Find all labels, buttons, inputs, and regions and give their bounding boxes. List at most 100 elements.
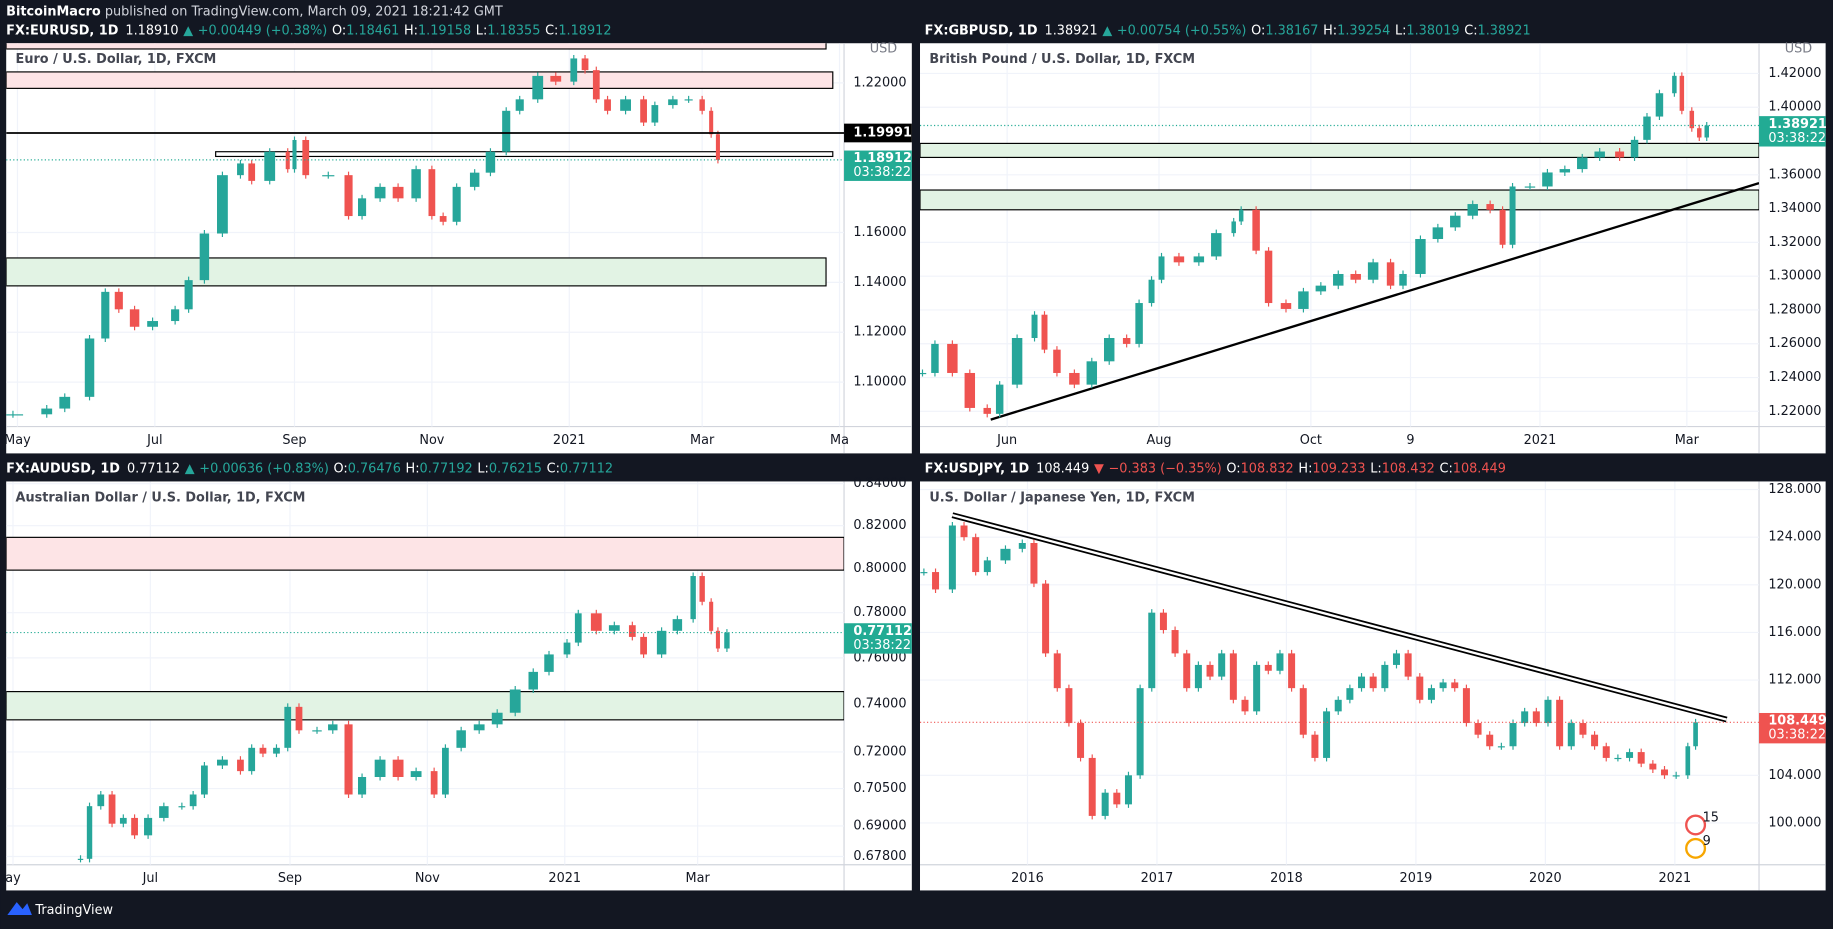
y-tick-label: 1.24000	[1768, 370, 1821, 385]
last-value: 108.449	[1036, 461, 1089, 476]
ohlc-value: 108.832	[1241, 461, 1294, 476]
y-tick-label: 116.000	[1768, 625, 1821, 640]
candle	[1206, 664, 1214, 677]
candle	[1299, 688, 1307, 735]
last-price-label: 1.38921	[1768, 117, 1827, 132]
candle	[411, 169, 421, 199]
candle	[1334, 699, 1342, 712]
ohlc-value: 108.449	[1453, 461, 1506, 476]
y-tick-label: 1.36000	[1768, 167, 1821, 182]
y-tick-label: 1.28000	[1768, 302, 1821, 317]
candle	[1030, 543, 1038, 584]
candle	[1697, 128, 1702, 138]
candle	[1544, 699, 1552, 724]
candle	[1252, 209, 1260, 251]
y-tick-label: 0.69000	[853, 818, 906, 833]
ohlc-label: C:	[1464, 23, 1477, 38]
candle	[1065, 688, 1073, 724]
candle	[1415, 239, 1426, 274]
x-tick-label: 2021	[1659, 871, 1692, 886]
candle	[1238, 209, 1244, 222]
candle	[1086, 361, 1098, 385]
candle	[1173, 256, 1185, 263]
candle	[131, 817, 138, 836]
candle	[1101, 792, 1109, 816]
event-badge-count: 15	[1703, 810, 1719, 825]
ohlc-value: 0.76476	[348, 461, 401, 476]
y-tick-label: 1.22000	[853, 75, 906, 90]
candle	[1685, 746, 1691, 776]
ohlc-label: L:	[476, 23, 487, 38]
ohlc-value: 109.233	[1312, 461, 1365, 476]
candle	[1521, 711, 1529, 724]
footer-brand: TradingView	[34, 903, 113, 918]
y-tick-label: 1.12000	[853, 325, 906, 340]
candle	[1077, 723, 1085, 758]
candle	[590, 613, 602, 631]
candle	[1672, 775, 1680, 777]
candle	[1427, 688, 1435, 700]
candle	[144, 817, 153, 836]
candle	[1315, 285, 1327, 292]
candle	[1509, 186, 1516, 245]
currency-label: USD	[1785, 42, 1813, 57]
candle	[259, 747, 267, 754]
y-tick-label: 128.000	[1768, 482, 1821, 497]
candle	[1148, 279, 1155, 304]
candle	[672, 619, 683, 631]
x-tick-label: Mar	[686, 871, 711, 886]
zone	[920, 189, 1760, 211]
ohlc-label: O:	[1251, 23, 1265, 38]
candle	[456, 730, 466, 748]
y-tick-label: 1.16000	[853, 225, 906, 240]
candle	[1183, 653, 1191, 689]
x-tick-label: 2021	[553, 433, 586, 448]
candle	[920, 572, 928, 574]
chart-background	[920, 43, 1826, 454]
candle	[1280, 303, 1292, 309]
candle	[1486, 204, 1494, 210]
candle	[452, 186, 461, 222]
candle	[1298, 291, 1309, 309]
ohlc-value: 0.77112	[560, 461, 613, 476]
zone	[6, 257, 827, 287]
change: +0.00754 (+0.55%)	[1117, 23, 1247, 38]
candle	[1532, 711, 1540, 724]
candle	[1404, 653, 1412, 677]
candle	[651, 105, 659, 123]
candle	[628, 625, 636, 637]
change: +0.00449 (+0.38%)	[198, 23, 328, 38]
event-badge-count: 9	[1703, 834, 1711, 849]
last-price-bg	[1759, 116, 1826, 147]
x-tick-label: Jul	[142, 871, 159, 886]
y-tick-label: 0.74000	[853, 697, 906, 712]
level-label: 1.19991	[853, 125, 912, 140]
x-tick-label: Mar	[690, 433, 715, 448]
candle	[640, 99, 647, 123]
candle	[1579, 723, 1587, 735]
y-tick-label: 124.000	[1768, 530, 1821, 545]
zone	[920, 142, 1760, 159]
candle	[1591, 734, 1599, 747]
candle	[1439, 682, 1447, 689]
candle	[964, 372, 976, 408]
candle	[1486, 734, 1494, 747]
y-tick-label: 1.42000	[1768, 66, 1821, 81]
candle	[199, 233, 210, 281]
candle	[1462, 688, 1470, 724]
candle	[358, 198, 367, 217]
candle	[1524, 186, 1536, 188]
candle	[114, 291, 123, 310]
ohlc-value: 108.432	[1382, 461, 1435, 476]
candle	[1211, 233, 1222, 257]
plot-area	[920, 481, 1760, 865]
candle	[709, 601, 714, 631]
candle	[1136, 688, 1144, 776]
candle	[1031, 314, 1038, 339]
candle	[97, 794, 105, 807]
symbol: FX:AUDUSD, 1D	[6, 461, 120, 476]
candle	[273, 747, 280, 754]
y-tick-label: 112.000	[1768, 673, 1821, 688]
level-label-bg	[844, 123, 912, 143]
candle	[528, 671, 538, 690]
